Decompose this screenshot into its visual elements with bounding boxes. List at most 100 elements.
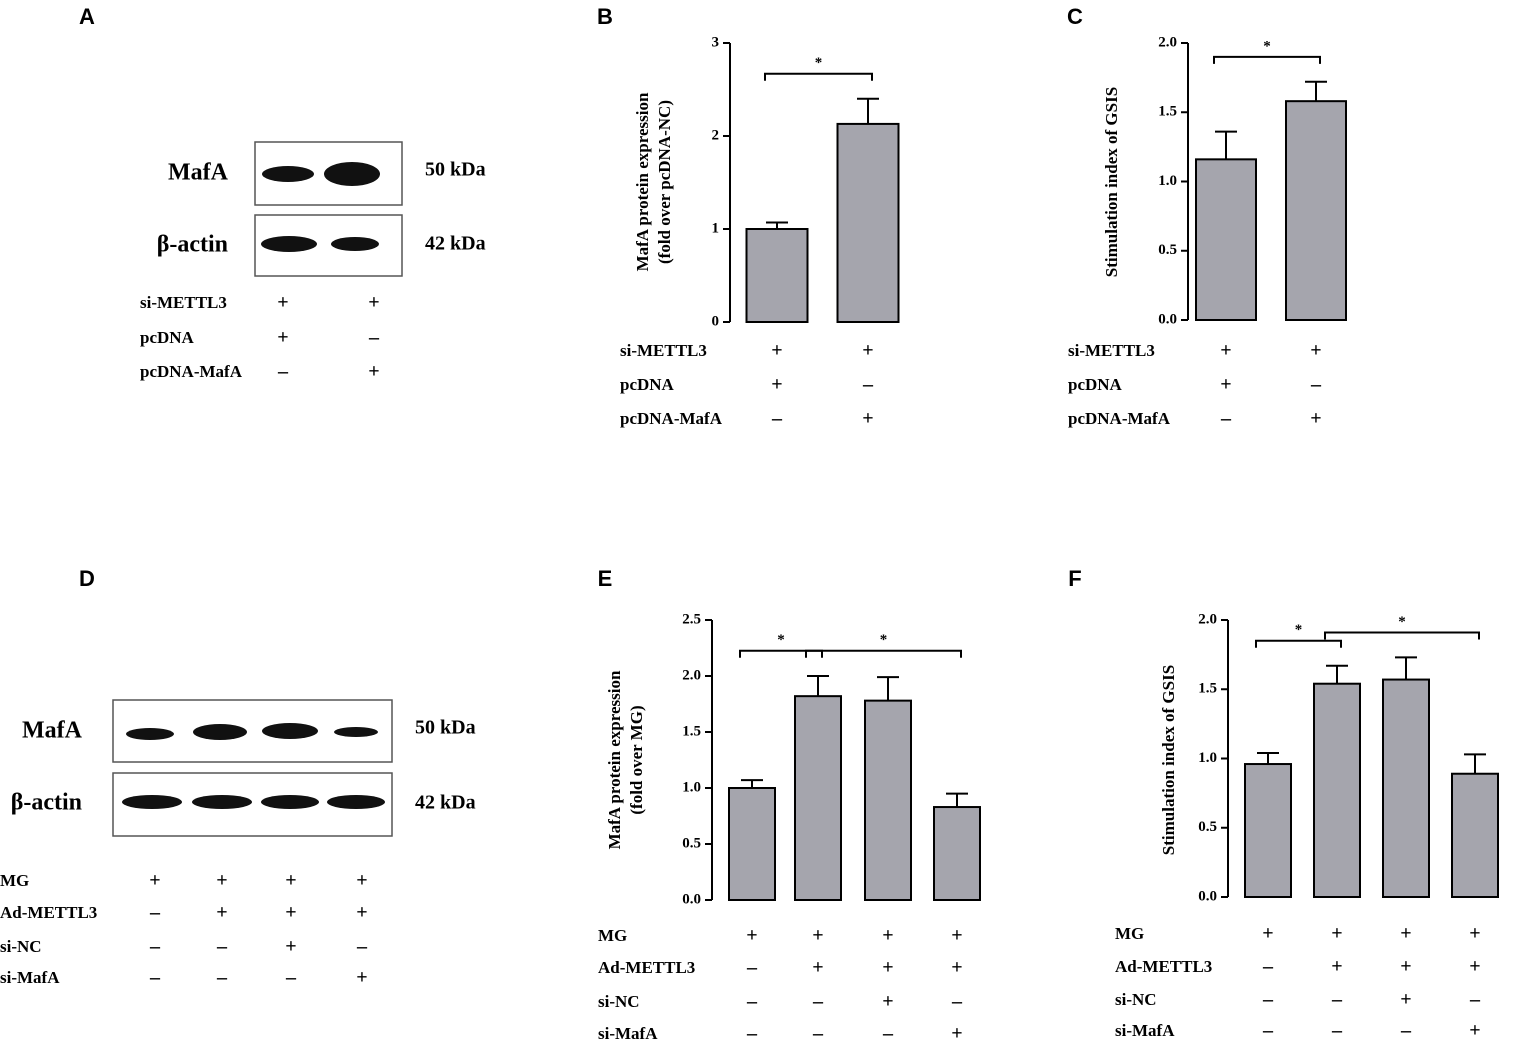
condition-sign: – xyxy=(1262,1020,1274,1042)
condition-sign: – xyxy=(285,967,297,989)
condition-label: pcDNA-MafA xyxy=(620,409,723,428)
condition-sign: + xyxy=(951,1023,962,1042)
condition-sign: – xyxy=(1310,374,1322,396)
y-tick-label: 0 xyxy=(712,313,720,329)
significance-star: * xyxy=(880,632,888,648)
significance-bracket xyxy=(764,72,873,81)
y-tick-label: 2 xyxy=(712,127,720,143)
condition-sign: – xyxy=(1331,1020,1343,1042)
bar xyxy=(933,806,981,901)
condition-sign: + xyxy=(882,991,893,1013)
condition-label: Ad-METTL3 xyxy=(0,903,97,922)
condition-sign: + xyxy=(149,870,160,892)
condition-sign: + xyxy=(277,292,288,314)
condition-label: si-MafA xyxy=(598,1024,658,1042)
condition-sign: – xyxy=(812,991,824,1013)
bar xyxy=(745,228,809,323)
condition-label: pcDNA xyxy=(140,328,195,347)
band xyxy=(122,795,182,809)
y-tick-label: 0.5 xyxy=(1198,819,1217,835)
condition-sign: – xyxy=(1331,989,1343,1011)
condition-sign: + xyxy=(216,902,227,924)
significance-star: * xyxy=(815,55,823,71)
condition-sign: – xyxy=(1262,989,1274,1011)
y-tick-label: 1.5 xyxy=(1198,681,1217,697)
condition-sign: + xyxy=(951,925,962,947)
y-tick-label: 2.5 xyxy=(682,611,701,627)
y-tick-label: 1.0 xyxy=(1198,750,1217,766)
size-label: 50 kDa xyxy=(425,159,486,181)
condition-sign: + xyxy=(1400,956,1411,978)
y-tick-label: 0.5 xyxy=(1158,242,1177,258)
condition-sign: + xyxy=(1220,340,1231,362)
condition-sign: + xyxy=(882,925,893,947)
condition-sign: + xyxy=(1331,956,1342,978)
condition-label: pcDNA xyxy=(620,375,675,394)
significance-star: * xyxy=(1263,38,1271,54)
condition-sign: + xyxy=(771,374,782,396)
bar xyxy=(728,787,776,901)
condition-sign: – xyxy=(216,936,228,958)
condition-sign: + xyxy=(1310,408,1321,430)
condition-sign: + xyxy=(285,902,296,924)
significance-bracket xyxy=(1213,55,1321,64)
y-tick-label: 1.0 xyxy=(1158,173,1177,189)
bar xyxy=(1285,100,1347,321)
bar xyxy=(836,122,900,323)
band xyxy=(334,727,378,737)
condition-label: Ad-METTL3 xyxy=(598,958,695,977)
condition-sign: – xyxy=(1262,956,1274,978)
condition-sign: – xyxy=(746,957,758,979)
condition-label: pcDNA xyxy=(1068,375,1123,394)
panel-letter: C xyxy=(1067,4,1083,29)
bar xyxy=(864,699,912,902)
condition-sign: + xyxy=(812,957,823,979)
condition-sign: + xyxy=(285,870,296,892)
panel-letter: F xyxy=(1068,566,1081,591)
band xyxy=(331,237,379,251)
band xyxy=(261,236,317,252)
condition-sign: + xyxy=(951,957,962,979)
panel-letter: A xyxy=(79,4,95,29)
size-label: 50 kDa xyxy=(415,717,476,739)
condition-sign: + xyxy=(1469,923,1480,945)
significance-star: * xyxy=(777,632,785,648)
panel-letter: D xyxy=(79,566,95,591)
y-tick-label: 2.0 xyxy=(682,667,701,683)
y-tick-label: 3 xyxy=(712,34,720,50)
significance-star: * xyxy=(1398,614,1406,630)
condition-sign: – xyxy=(771,408,783,430)
condition-sign: + xyxy=(216,870,227,892)
significance-bracket xyxy=(805,649,962,658)
y-tick-label: 1.5 xyxy=(1158,104,1177,120)
condition-sign: + xyxy=(356,902,367,924)
condition-label: si-METTL3 xyxy=(620,341,707,360)
y-axis-label: Stimulation index of GSIS xyxy=(1159,665,1178,855)
band xyxy=(262,166,314,182)
bar xyxy=(1382,678,1430,898)
condition-label: si-MafA xyxy=(0,968,60,987)
panel-letter: E xyxy=(598,566,613,591)
condition-sign: + xyxy=(285,936,296,958)
condition-sign: – xyxy=(1220,408,1232,430)
protein-label: β-actin xyxy=(11,790,82,816)
condition-sign: + xyxy=(1220,374,1231,396)
condition-sign: + xyxy=(356,870,367,892)
y-axis-label: MafA protein expression xyxy=(605,670,624,849)
condition-sign: + xyxy=(1469,1020,1480,1042)
condition-sign: – xyxy=(1400,1020,1412,1042)
condition-sign: – xyxy=(277,361,289,383)
y-tick-label: 0.5 xyxy=(682,835,701,851)
band xyxy=(261,795,319,809)
y-axis-label: (fold over pcDNA-NC) xyxy=(655,100,674,264)
condition-sign: – xyxy=(1469,989,1481,1011)
band xyxy=(126,728,174,740)
condition-sign: – xyxy=(862,374,874,396)
condition-sign: + xyxy=(771,340,782,362)
condition-sign: + xyxy=(1469,956,1480,978)
y-tick-label: 0.0 xyxy=(1198,888,1217,904)
blot-a-images xyxy=(254,141,403,277)
significance-bracket xyxy=(739,649,823,658)
bar xyxy=(1313,682,1361,899)
condition-label: pcDNA-MafA xyxy=(1068,409,1171,428)
